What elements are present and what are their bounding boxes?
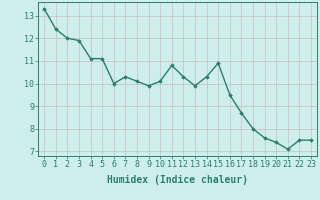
X-axis label: Humidex (Indice chaleur): Humidex (Indice chaleur): [107, 175, 248, 185]
